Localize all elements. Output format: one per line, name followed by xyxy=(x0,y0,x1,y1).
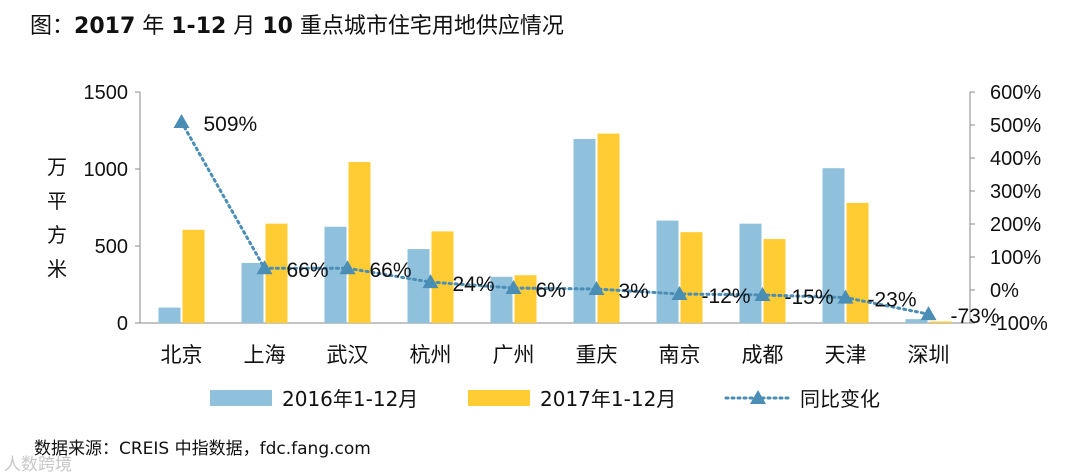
bar-2017 xyxy=(265,223,288,323)
bar-2017 xyxy=(182,229,205,323)
title-mid2: 月 xyxy=(226,14,263,39)
legend-swatch-2016 xyxy=(210,390,272,406)
title-year: 2017 xyxy=(74,14,136,39)
x-tick-label: 广州 xyxy=(493,343,535,367)
bar-2016 xyxy=(656,220,679,323)
yoy-marker-triangle xyxy=(920,306,937,321)
bar-2016 xyxy=(822,168,845,323)
source-note: 数据来源：CREIS 中指数据，fdc.fang.com xyxy=(34,439,371,459)
y2-tick-label: 0% xyxy=(990,280,1019,302)
bar-2016 xyxy=(573,138,596,323)
y2-tick-label: 500% xyxy=(990,115,1041,137)
legend-marker-yoy xyxy=(750,390,766,404)
x-tick-label: 南京 xyxy=(659,343,701,367)
x-tick-label: 杭州 xyxy=(410,343,452,367)
legend-swatch-2017 xyxy=(468,390,530,406)
y2-tick-label: 400% xyxy=(990,148,1041,170)
title-period: 1-12 xyxy=(171,14,227,39)
x-tick-label: 北京 xyxy=(161,343,203,367)
watermark: 人数跨境 xyxy=(4,455,72,475)
yoy-marker-triangle xyxy=(256,260,273,275)
x-tick-label: 深圳 xyxy=(908,343,950,367)
yoy-data-label: 24% xyxy=(453,273,495,296)
x-tick-label: 上海 xyxy=(244,343,286,367)
yoy-data-label: 6% xyxy=(536,279,566,302)
bar-2016 xyxy=(158,307,181,323)
yoy-marker-triangle xyxy=(671,285,688,300)
title-count: 10 xyxy=(262,14,293,39)
yoy-data-label: -73% xyxy=(951,305,1000,328)
y-tick-label: 1500 xyxy=(84,82,129,104)
bar-2017 xyxy=(846,202,869,323)
bar-2017 xyxy=(514,275,537,323)
x-tick-label: 成都 xyxy=(742,343,784,367)
y2-tick-label: 300% xyxy=(990,181,1041,203)
bar-2017 xyxy=(680,232,703,323)
bar-2016 xyxy=(324,226,347,323)
y2-tick-label: -100% xyxy=(990,313,1048,335)
title-mid1: 年 xyxy=(135,14,172,39)
title-suffix: 重点城市住宅用地供应情况 xyxy=(292,14,564,39)
yoy-data-label: -15% xyxy=(785,286,834,309)
y-tick-label: 500 xyxy=(95,236,128,258)
y2-tick-label: 600% xyxy=(990,82,1041,104)
bar-2016 xyxy=(490,276,513,323)
yoy-marker-triangle xyxy=(837,289,854,304)
legend-label-2016: 2016年1-12月 xyxy=(282,387,418,411)
bar-2016 xyxy=(905,319,928,323)
yoy-data-label: 3% xyxy=(619,280,649,303)
yoy-data-label: 509% xyxy=(204,113,258,136)
yoy-marker-triangle xyxy=(505,280,522,295)
bar-2017 xyxy=(597,133,620,323)
bar-2016 xyxy=(241,262,264,323)
bar-2016 xyxy=(407,249,430,323)
yoy-data-label: 66% xyxy=(287,259,329,282)
yoy-marker-triangle xyxy=(588,281,605,296)
yoy-data-label: -23% xyxy=(868,289,917,312)
bar-2017 xyxy=(348,162,371,323)
y2-tick-label: 100% xyxy=(990,247,1041,269)
bar-2016 xyxy=(739,223,762,323)
legend-label-yoy: 同比变化 xyxy=(800,387,880,411)
yoy-line xyxy=(180,120,930,316)
legend-label-2017: 2017年1-12月 xyxy=(540,387,676,411)
x-tick-label: 武汉 xyxy=(327,343,369,367)
bar-2017 xyxy=(431,231,454,323)
yoy-marker-triangle xyxy=(173,114,190,129)
yoy-marker-triangle xyxy=(422,274,439,289)
y-tick-label: 1000 xyxy=(84,159,129,181)
yoy-marker-triangle xyxy=(754,286,771,301)
y2-tick-label: 200% xyxy=(990,214,1041,236)
bar-2017 xyxy=(929,321,952,323)
yoy-data-label: 66% xyxy=(370,259,412,282)
yoy-marker-triangle xyxy=(339,260,356,275)
x-tick-label: 重庆 xyxy=(576,343,618,367)
title-prefix: 图： xyxy=(30,14,75,39)
bar-2017 xyxy=(763,239,786,323)
y-axis-unit-label: 万平方米 xyxy=(47,155,67,281)
y-tick-label: 0 xyxy=(117,313,128,335)
chart-title: 图：2017 年 1-12 月 10 重点城市住宅用地供应情况 xyxy=(30,8,564,40)
yoy-data-label: -12% xyxy=(702,285,751,308)
x-tick-label: 天津 xyxy=(825,343,867,367)
